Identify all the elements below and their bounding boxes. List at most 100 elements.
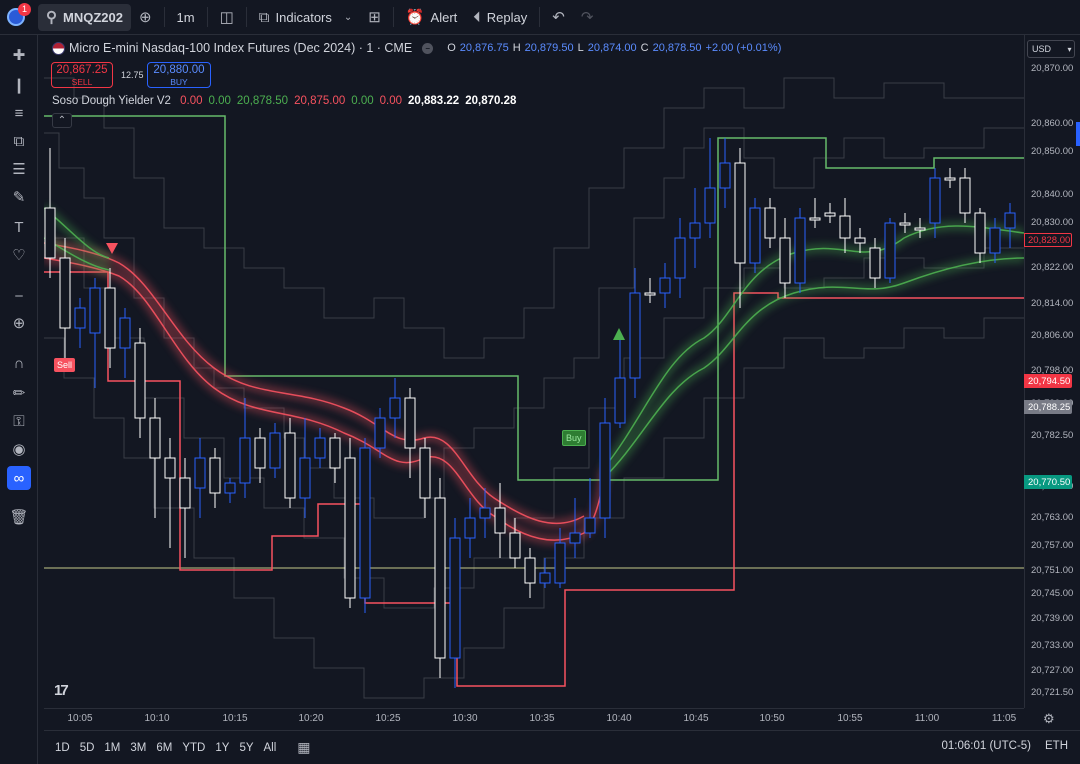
lock-drawing-tool[interactable]: ✏ [7,381,31,405]
candle-body [719,162,731,189]
timeframe-ytd-button[interactable]: YTD [182,741,206,754]
session-label[interactable]: ETH [1045,740,1068,752]
candle-body [899,222,911,226]
red-ribbon-lower [44,257,605,541]
currency-button[interactable]: USD ▾ [1027,40,1075,58]
price-label: 20,828.00 [1024,233,1072,247]
indicator-value: 20,883.22 [408,95,460,107]
timeframe-1m-button[interactable]: 1M [104,741,121,754]
candle-body [1004,212,1016,229]
compare-button[interactable]: ⊕ [131,4,160,31]
pattern-icon: ⧉ [13,132,25,150]
price-tick: 20,870.00 [1031,63,1074,74]
collapse-legend-button[interactable]: ⌃ [52,113,72,128]
price-label: 20,788.25 [1024,400,1072,414]
fib-tool[interactable]: ☰ [7,157,31,181]
candle-body [269,432,281,469]
magnet-tool[interactable]: ∩ [7,351,31,375]
icon-tool[interactable]: ♡ [7,243,31,267]
lock-all-tool[interactable]: ⚿ [7,409,31,433]
price-axis[interactable]: 20,870.00 20,860.00 20,850.00 20,840.00 20,8… [1024,35,1080,708]
indicator-legend[interactable]: Soso Dough Yielder V2 0.00 0.00 20,878.50 2… [52,95,522,107]
gear-icon[interactable]: ⚙ [1043,711,1055,726]
divider [539,7,541,27]
timeframe-all-button[interactable]: All [263,741,277,754]
minus-circle-icon[interactable]: – [422,42,434,54]
close-key: C [640,42,649,54]
buy-price: 20,880.00 [153,64,205,76]
candle-body [419,447,431,499]
indicator-value: 0.00 [351,95,374,107]
measure-tool[interactable]: ⎯ [7,283,31,307]
crosshair-tool[interactable]: ✚ [7,43,31,67]
red-ribbon-upper [44,242,585,525]
us-flag-icon [52,41,65,55]
candle-body [854,237,866,244]
timeframe-5d-button[interactable]: 5D [79,741,95,754]
chart-type-button[interactable]: ◫ [212,4,242,31]
zoom-tool[interactable]: ⊕ [7,311,31,335]
layouts-button[interactable]: ⊞ [360,4,389,31]
tradingview-logo-icon[interactable]: 17 [54,682,69,699]
calendar-icon[interactable]: ▦ [297,739,311,755]
timeframe-6m-button[interactable]: 6M [156,741,173,754]
symbol-legend[interactable]: Micro E-mini Nasdaq-100 Index Futures (D… [52,41,781,55]
time-axis[interactable]: 10:05 10:10 10:15 10:20 10:25 10:30 10:35 10:40… [44,708,1024,730]
open-key: O [447,42,456,54]
candle-body [644,292,656,296]
price-tick: 20,733.00 [1031,640,1074,651]
time-tick: 10:10 [144,713,170,724]
lower-band-line [44,271,1024,687]
alert-button[interactable]: ⏰ Alert [398,4,465,31]
indicator-value: 0.00 [180,95,203,107]
pattern-tool[interactable]: ⧉ [7,129,31,153]
interval-button[interactable]: 1m [169,4,203,31]
candle-body [674,237,686,279]
timeframe-1y-button[interactable]: 1Y [215,741,230,754]
symbol-search-button[interactable]: ⚲ MNQZ202 [38,3,131,31]
redo-button[interactable]: ↷ [573,4,602,31]
replay-button[interactable]: ⏴ Replay [465,4,535,31]
candle-body [599,422,611,519]
candle-body [479,507,491,519]
trend-line-tool[interactable]: ❙ [7,73,31,97]
divider [245,7,247,27]
scroll-indicator [1076,122,1080,146]
timeframe-3m-button[interactable]: 3M [130,741,147,754]
indicators-button[interactable]: ⧉ Indicators ⌄ [251,4,360,31]
bottom-toolbar: 1D 5D 1M 3M 6M YTD 1Y 5Y All ▦ 01:06:01 (UTC-5) … [44,730,1080,764]
brush-tool[interactable]: ✎ [7,185,31,209]
candle-body [374,417,386,449]
text-icon: T [14,218,24,236]
clock-label[interactable]: 01:06:01 (UTC-5) [941,740,1031,752]
time-tick: 10:55 [837,713,863,724]
candle-body [569,532,581,544]
text-tool[interactable]: T [7,215,31,239]
brush-icon: ✎ [12,189,26,206]
candle-body [299,457,311,499]
chevron-down-icon[interactable]: ⌄ [343,11,353,23]
candle-body [104,287,116,349]
remove-tool[interactable]: 🗑 [7,505,31,529]
undo-button[interactable]: ↶ [544,4,573,31]
candle-body [629,292,641,379]
chart-pane[interactable] [44,38,1024,708]
price-tick: 20,739.00 [1031,613,1074,624]
candlestick-chart[interactable] [44,38,1024,708]
change-value: +2.00 (+0.01%) [705,42,782,54]
sync-drawings-tool[interactable]: ∞ [7,466,31,490]
timeframe-1d-button[interactable]: 1D [55,741,70,754]
hide-tool[interactable]: ◉ [7,437,31,461]
indicator-value: 20,875.00 [294,95,346,107]
candle-body [824,212,836,217]
low-value: 20,874.00 [587,42,637,54]
buy-button[interactable]: 20,880.00 BUY [147,62,211,88]
app-logo[interactable]: 1 [0,0,32,35]
candle-body [584,517,596,534]
lines-tool[interactable]: ≡ [7,101,31,125]
sell-button[interactable]: 20,867.25 SELL [51,62,113,88]
candle-body [884,222,896,279]
candle-body [434,497,446,659]
timeframe-5y-button[interactable]: 5Y [239,741,254,754]
indicators-icon: ⧉ [258,8,270,26]
